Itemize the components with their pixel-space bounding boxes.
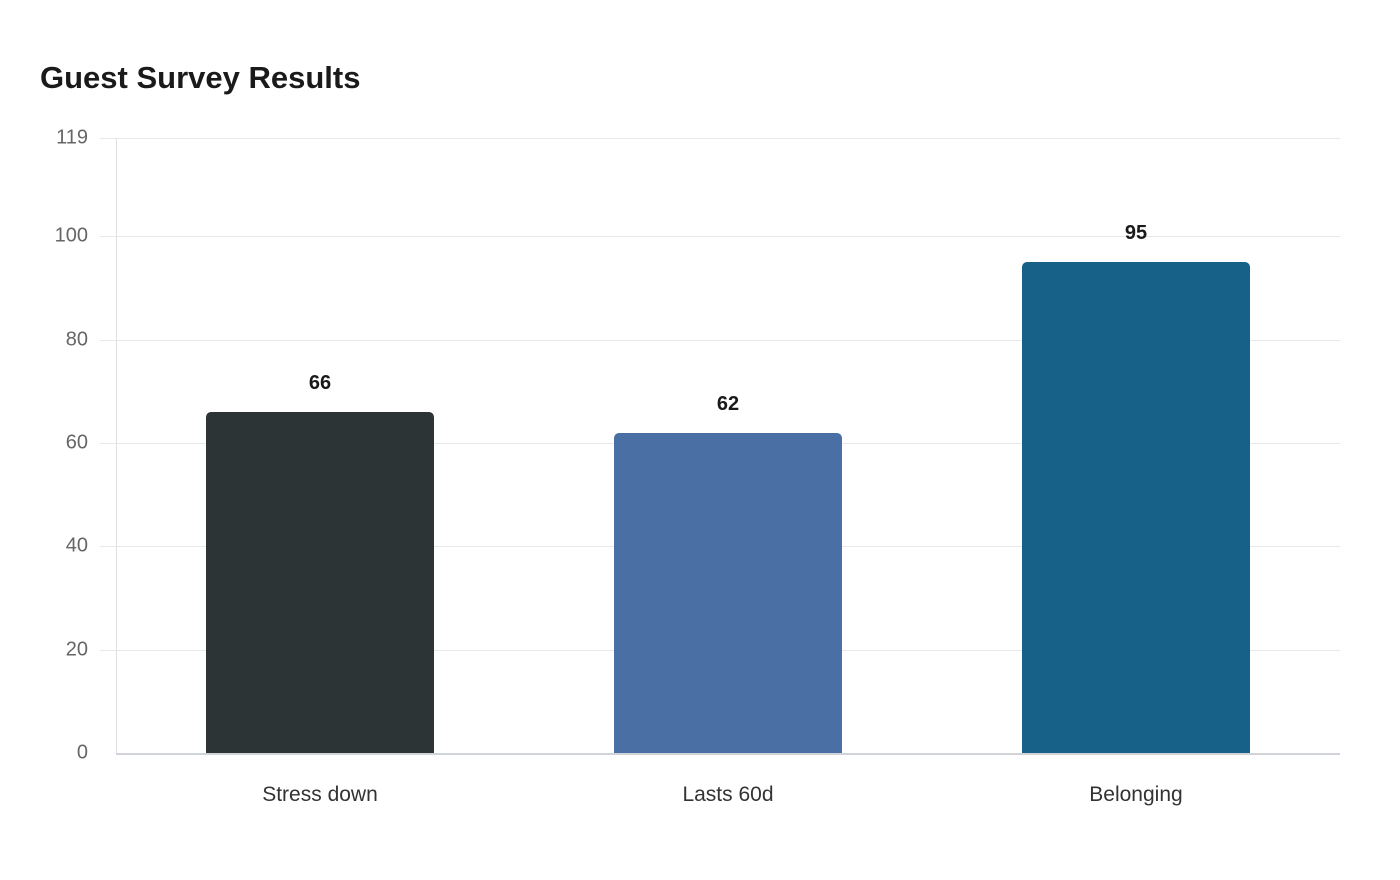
- bar-value-label: 66: [308, 371, 332, 394]
- bar-value-label: 95: [1124, 222, 1148, 245]
- x-category-label: Lasts 60d: [682, 783, 774, 806]
- x-category-label: Stress down: [262, 783, 378, 806]
- bar-stress-down[interactable]: [206, 411, 434, 753]
- y-tick-label: 100: [54, 224, 88, 247]
- gridline: [100, 340, 1340, 341]
- y-tick-label: 80: [65, 328, 88, 351]
- y-tick-label: 0: [76, 741, 88, 764]
- y-tick-label: 60: [65, 431, 88, 454]
- bar-lasts-60d[interactable]: [614, 432, 842, 753]
- gridline: [100, 138, 1340, 139]
- x-axis-line: [116, 753, 1340, 755]
- y-tick-label: 40: [65, 534, 88, 557]
- x-category-label: Belonging: [1089, 783, 1183, 806]
- chart-title: Guest Survey Results: [40, 60, 361, 95]
- bar-belonging[interactable]: [1022, 262, 1250, 753]
- y-tick-label: 20: [65, 638, 88, 661]
- gridline: [100, 236, 1340, 237]
- bar-value-label: 62: [716, 392, 740, 415]
- y-tick-label: 119: [56, 126, 88, 149]
- y-axis-line: [116, 138, 117, 753]
